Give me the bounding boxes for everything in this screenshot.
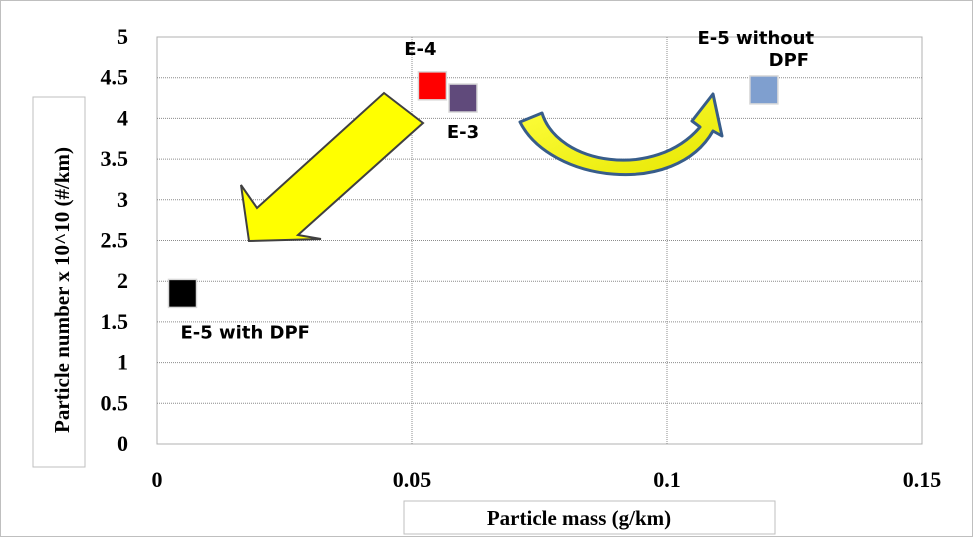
data-point-e-3 [448,83,478,113]
y-tick-label: 1.5 [101,309,129,334]
x-tick-label: 0.15 [903,467,942,492]
data-points: E-4 E-3 E-5 without DPF E-5 with DPF [167,28,820,343]
point-label: E-3 [447,122,479,143]
point-label: E-5 without DPF [697,28,820,71]
y-tick-label: 2 [117,268,128,293]
y-axis-title-box [32,96,86,468]
data-point-e-5-without-dpf [749,75,779,105]
point-label: E-5 with DPF [181,322,310,343]
x-tick-label: 0.05 [393,467,432,492]
point-label: E-4 [404,39,436,60]
y-tick-label: 4.5 [101,65,129,90]
x-axis-title-box [403,500,776,535]
y-tick-label: 2.5 [101,228,129,253]
y-tick-label: 3.5 [101,146,129,171]
curved-arrow [518,92,724,177]
data-point-e-4 [417,71,448,101]
down-left-arrow [240,91,425,243]
data-point-e-5-with-dpf [167,278,198,309]
x-axis-title: Particle mass (g/km) [487,506,671,530]
y-tick-label: 4 [117,105,128,130]
x-tick-labels: 0 0.05 0.1 0.15 [152,467,942,492]
y-axis-title: Particle number x 10^10 (#/km) [50,147,74,433]
y-tick-label: 3 [117,187,128,212]
y-tick-label: 1 [117,350,128,375]
y-tick-labels: 0 0.5 1 1.5 2 2.5 3 3.5 4 4.5 5 [101,24,129,456]
y-tick-label: 0 [117,431,128,456]
y-tick-label: 0.5 [101,390,129,415]
x-tick-label: 0 [152,467,163,492]
x-tick-label: 0.1 [653,467,681,492]
y-tick-label: 5 [117,24,128,49]
